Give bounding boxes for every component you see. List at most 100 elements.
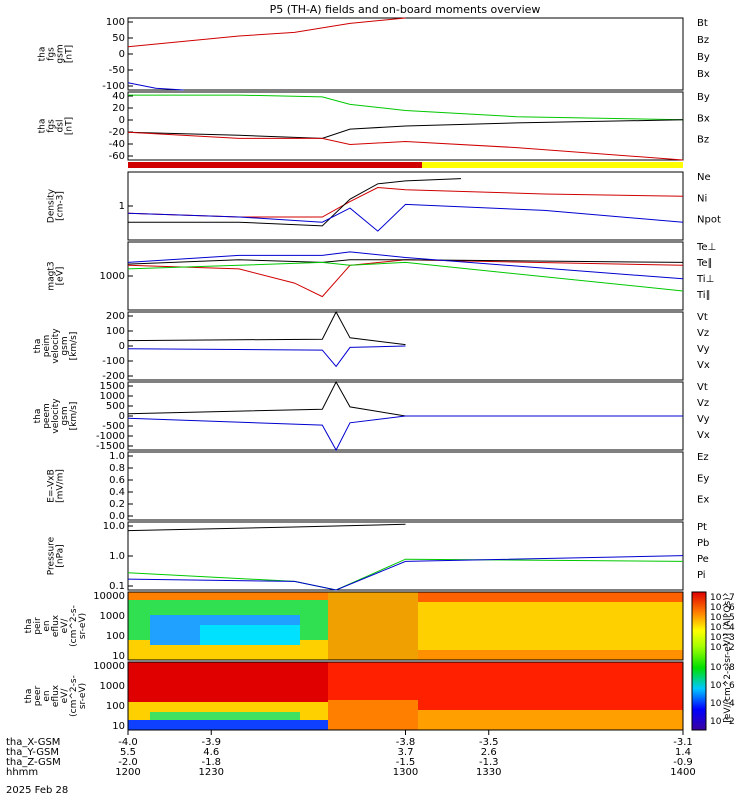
y-tick-label: -1000 xyxy=(96,431,125,442)
y-tick-label: 1000 xyxy=(100,681,125,692)
x-tick-label: -1.3 xyxy=(479,757,499,768)
y-tick-label: 40 xyxy=(112,91,125,102)
x-tick-label: 1.4 xyxy=(675,747,691,758)
y-tick-label: 1500 xyxy=(100,381,125,392)
y-tick-label: -50 xyxy=(109,65,125,76)
legend-Te⊥: Te⊥ xyxy=(696,242,716,253)
y-tick-label: 100 xyxy=(106,701,125,712)
y-tick-label: 0.6 xyxy=(109,475,125,486)
colorbar-label: [eV/(cm^2-s-sr-eV)] (All Qs) xyxy=(723,597,733,722)
series-pressure-Pe xyxy=(127,558,684,591)
panel-fgs-gsm: 100 50 0 -50 -100 tha fgs gsm [nT] Bt Bz By Bx xyxy=(38,17,710,92)
y-tick-label: 100 xyxy=(106,17,125,28)
panel-frame xyxy=(127,241,684,311)
svg-text:(cm^2-s-: (cm^2-s- xyxy=(69,675,79,717)
svg-text:peim: peim xyxy=(42,335,52,358)
colorbar-tick: 10^7 xyxy=(710,593,735,603)
x-tick-label: 5.5 xyxy=(120,747,136,758)
y-tick-label: -1500 xyxy=(96,441,125,452)
svg-text:eflux: eflux xyxy=(51,684,61,707)
series-temp-Te∥ xyxy=(127,259,684,265)
legend-Pt: Pt xyxy=(697,522,707,533)
colorbar-tick: 10^6 xyxy=(710,603,735,613)
y-axis-label: tha fgs dsl [nT] xyxy=(38,117,75,135)
svg-text:sr-eV): sr-eV) xyxy=(78,683,88,709)
y-tick-label: -500 xyxy=(102,421,125,432)
status-bar-yellow xyxy=(422,162,683,168)
svg-text:velocity: velocity xyxy=(51,398,61,434)
series-density-Ne xyxy=(127,186,684,218)
x-tick-label: -1.8 xyxy=(201,757,221,768)
y-tick-label: 10000 xyxy=(93,591,125,602)
svg-text:[km/s]: [km/s] xyxy=(69,332,79,361)
svg-text:tha: tha xyxy=(38,47,48,62)
y-axis-label: tha peer en eflux eV/(cm^2-s-sr-eV) xyxy=(24,675,88,717)
x-tick-label: -2.0 xyxy=(118,757,138,768)
y-tick-label: 1.0 xyxy=(109,551,125,562)
panel-frame xyxy=(127,91,684,161)
legend-Vz: Vz xyxy=(697,398,709,409)
x-tick-label: 1200 xyxy=(115,767,140,778)
x-row-name: tha_X-GSM xyxy=(6,737,60,748)
y-tick-label: 0.0 xyxy=(109,511,125,522)
series-vel-i-Vt xyxy=(127,310,406,346)
colorbar-tick: 10^4 xyxy=(710,623,735,633)
svg-text:gsm: gsm xyxy=(60,406,70,425)
series-vel-e-Vt xyxy=(127,380,683,417)
legend-Bx: Bx xyxy=(697,69,710,80)
svg-text:peer: peer xyxy=(33,685,43,706)
series-temp-Ti∥ xyxy=(127,261,684,292)
panel-efield: 1.00.80.60.40.20.0 E=-VxB [mV/m] Ez Ey Ex xyxy=(47,451,710,522)
x-row-name: hhmm xyxy=(6,767,38,778)
y-axis-label: tha peem velocity gsm [km/s] xyxy=(33,398,79,434)
x-tick-label: 1330 xyxy=(476,767,501,778)
legend-Vy: Vy xyxy=(697,344,710,355)
y-tick-label: 0 xyxy=(119,341,125,352)
x-tick-label: 1300 xyxy=(393,767,418,778)
y-tick-label: -200 xyxy=(102,371,125,382)
legend-Ti⊥: Ti⊥ xyxy=(696,274,714,285)
y-tick-label: 0.4 xyxy=(109,487,125,498)
legend-Bx: Bx xyxy=(697,113,710,124)
y-axis-label: magt3 [eV] xyxy=(47,261,66,290)
svg-text:tha: tha xyxy=(33,339,43,354)
panel-spec-e: 10000 1000 100 10 tha peer en eflux eV/(cm^2-s-s… xyxy=(24,661,133,732)
x-tick-label: -1.5 xyxy=(396,757,416,768)
legend-Npot: Npot xyxy=(697,215,721,226)
colorbar-tick: 10^2 xyxy=(710,717,735,727)
legend-Ex: Ex xyxy=(697,495,709,506)
x-tick-label: 2.6 xyxy=(481,747,497,758)
x-tick-label: -3.9 xyxy=(201,737,221,748)
y-tick-label: 10 xyxy=(112,721,125,732)
plot-title: P5 (TH-A) fields and on-board moments ov… xyxy=(270,3,541,16)
panel-vel-i: 200 100 0 -100 -200 tha peim velocity gsm [km/s] V… xyxy=(33,311,710,382)
y-tick-label: 1000 xyxy=(100,271,125,282)
legend-Pe: Pe xyxy=(697,554,709,565)
svg-text:peem: peem xyxy=(42,403,52,429)
panel-frame xyxy=(127,171,684,241)
y-tick-label: 10000 xyxy=(93,661,125,672)
y-axis-label: tha peir en eflux eV/(cm^2-s-sr-eV) xyxy=(24,605,88,647)
svg-text:eV/: eV/ xyxy=(60,688,70,704)
legend-Ti∥: Ti∥ xyxy=(696,290,711,301)
y-axis-label: tha peim velocity gsm [km/s] xyxy=(33,328,79,364)
y-tick-label: -100 xyxy=(102,356,125,367)
x-axis: tha_X-GSM -4.0 -3.9 -3.8 -3.5 -3.1 tha_Y-GSM 5.… xyxy=(6,730,696,778)
y-tick-label: 1 xyxy=(119,201,125,212)
svg-text:[cm-3]: [cm-3] xyxy=(56,191,66,221)
colorbar: 10^710^610^510^410^310^210^810^610^410^2… xyxy=(691,591,735,731)
colorbar-tick: 10^2 xyxy=(710,643,735,653)
series-pressure-Pt xyxy=(127,523,406,532)
series-pressure-Pi xyxy=(127,555,684,591)
svg-text:peir: peir xyxy=(33,617,43,635)
y-tick-label: 10.0 xyxy=(103,521,125,532)
legend-By: By xyxy=(697,52,710,63)
svg-text:E=-VxB: E=-VxB xyxy=(47,469,57,503)
y-tick-label: -40 xyxy=(109,139,125,150)
y-tick-label: -20 xyxy=(109,127,125,138)
y-tick-label: 100 xyxy=(106,326,125,337)
y-tick-label: 100 xyxy=(106,631,125,642)
x-tick-label: -3.8 xyxy=(396,737,416,748)
panel-spec-i: 10000 1000 100 10 tha peir en eflux eV/(cm^2-s-s… xyxy=(24,591,133,662)
